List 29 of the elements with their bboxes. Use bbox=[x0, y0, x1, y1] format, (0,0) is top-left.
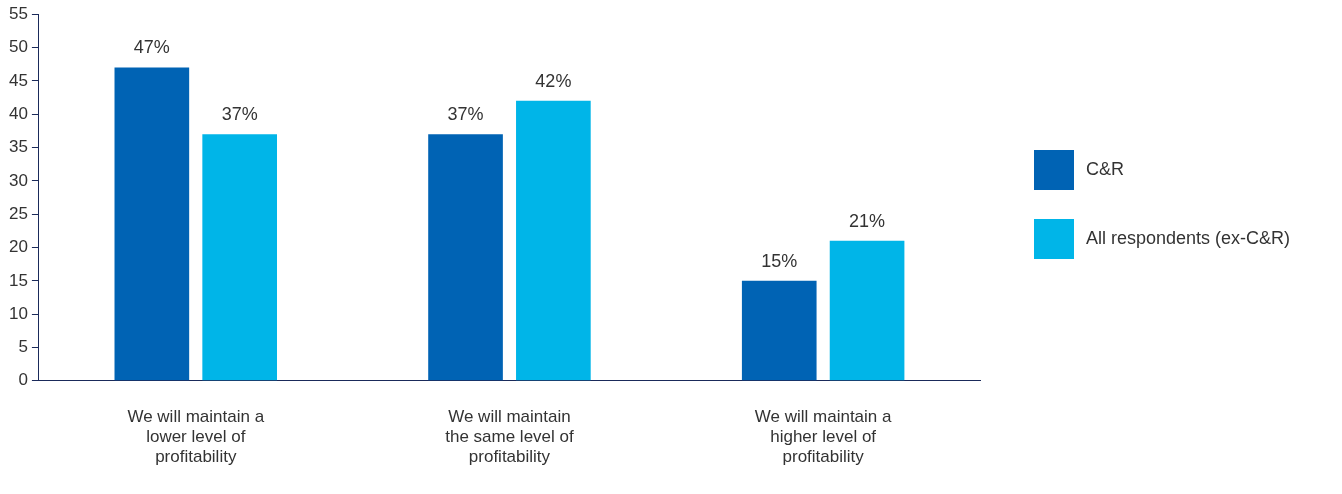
bar bbox=[829, 240, 905, 381]
y-tick-label: 5 bbox=[18, 337, 28, 357]
data-label: 37% bbox=[447, 104, 484, 125]
x-tick-label: We will maintain a lower level of profitability bbox=[127, 406, 265, 467]
y-tick-label: 35 bbox=[8, 137, 28, 157]
legend-label: All respondents (ex-C&R) bbox=[1086, 228, 1291, 249]
y-tick-label: 45 bbox=[8, 70, 28, 90]
y-tick-label: 40 bbox=[8, 103, 28, 123]
data-label: 47% bbox=[133, 37, 170, 58]
bar bbox=[114, 67, 190, 381]
y-tick-label: 10 bbox=[8, 303, 28, 323]
data-label: 37% bbox=[221, 104, 258, 125]
legend-label: C&R bbox=[1086, 159, 1125, 180]
x-tick-label: We will maintain the same level of profitability bbox=[445, 406, 574, 467]
y-tick-label: 30 bbox=[8, 170, 28, 190]
y-tick-label: 0 bbox=[18, 370, 28, 390]
bar bbox=[741, 280, 817, 381]
y-tick-label: 55 bbox=[8, 3, 28, 23]
bar bbox=[428, 134, 503, 381]
data-label: 21% bbox=[849, 210, 886, 231]
y-tick-label: 15 bbox=[8, 270, 28, 290]
bar bbox=[202, 134, 278, 381]
data-label: 42% bbox=[535, 70, 572, 91]
y-tick-label: 50 bbox=[8, 37, 28, 57]
bar bbox=[516, 100, 591, 381]
y-tick-label: 20 bbox=[8, 237, 28, 257]
x-tick-label: We will maintain a higher level of profitability bbox=[754, 406, 893, 467]
data-label: 15% bbox=[761, 250, 798, 271]
y-tick-label: 25 bbox=[8, 203, 28, 223]
